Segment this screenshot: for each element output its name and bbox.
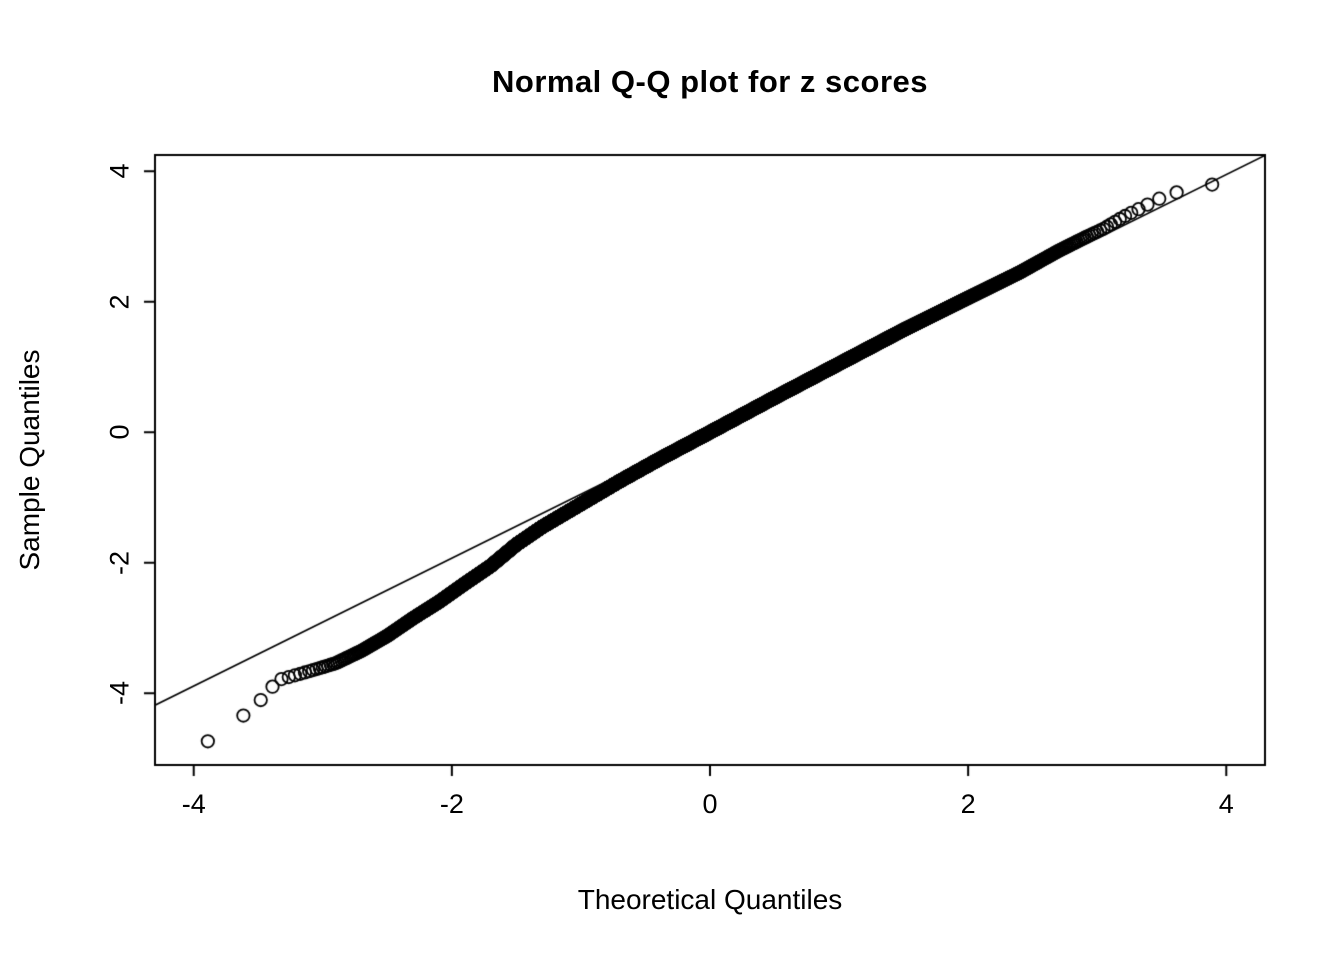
y-tick-label: 0 [104, 424, 135, 440]
x-axis-label: Theoretical Quantiles [577, 884, 843, 915]
y-tick-label: -2 [104, 550, 135, 575]
x-tick-label: -4 [181, 789, 206, 819]
x-tick-label: -2 [439, 789, 464, 819]
x-tick-label: 0 [702, 789, 718, 819]
chart-title: Normal Q-Q plot for z scores [491, 64, 929, 99]
y-tick-label: 2 [104, 294, 135, 310]
y-tick-label: -4 [104, 681, 135, 706]
y-axis-label: Sample Quantiles [14, 349, 45, 571]
y-tick-label: 4 [104, 163, 135, 179]
x-tick-label: 4 [1218, 789, 1234, 819]
x-tick-label: 2 [960, 789, 976, 819]
